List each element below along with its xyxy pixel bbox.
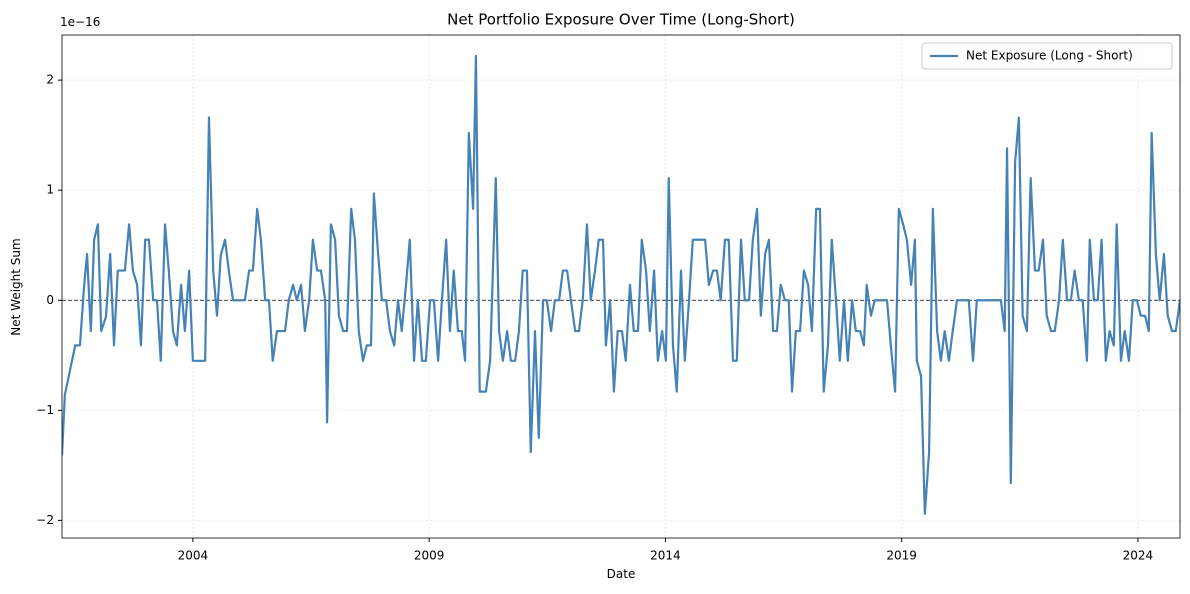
plot-frame <box>61 34 1181 539</box>
x-tick-label: 2024 <box>1123 549 1154 563</box>
y-axis-label: Net Weight Sum <box>9 238 23 335</box>
x-tick-label: 2004 <box>178 549 209 563</box>
x-axis-label: Date <box>607 567 636 581</box>
x-tick-label: 2014 <box>650 549 681 563</box>
y-tick-label: 1 <box>46 183 54 197</box>
legend-box <box>921 42 1173 70</box>
y-tick-label: −1 <box>36 403 54 417</box>
chart-title: Net Portfolio Exposure Over Time (Long-S… <box>447 11 795 29</box>
y-offset-label: 1e−16 <box>60 15 100 29</box>
legend-label: Net Exposure (Long - Short) <box>966 49 1133 63</box>
data-line <box>62 54 1180 515</box>
x-tick-label: 2009 <box>414 549 445 563</box>
y-tick-label: 0 <box>46 293 54 307</box>
x-tick-label: 2019 <box>886 549 917 563</box>
y-tick-label: −2 <box>36 513 54 527</box>
y-tick-label: 2 <box>46 73 54 87</box>
